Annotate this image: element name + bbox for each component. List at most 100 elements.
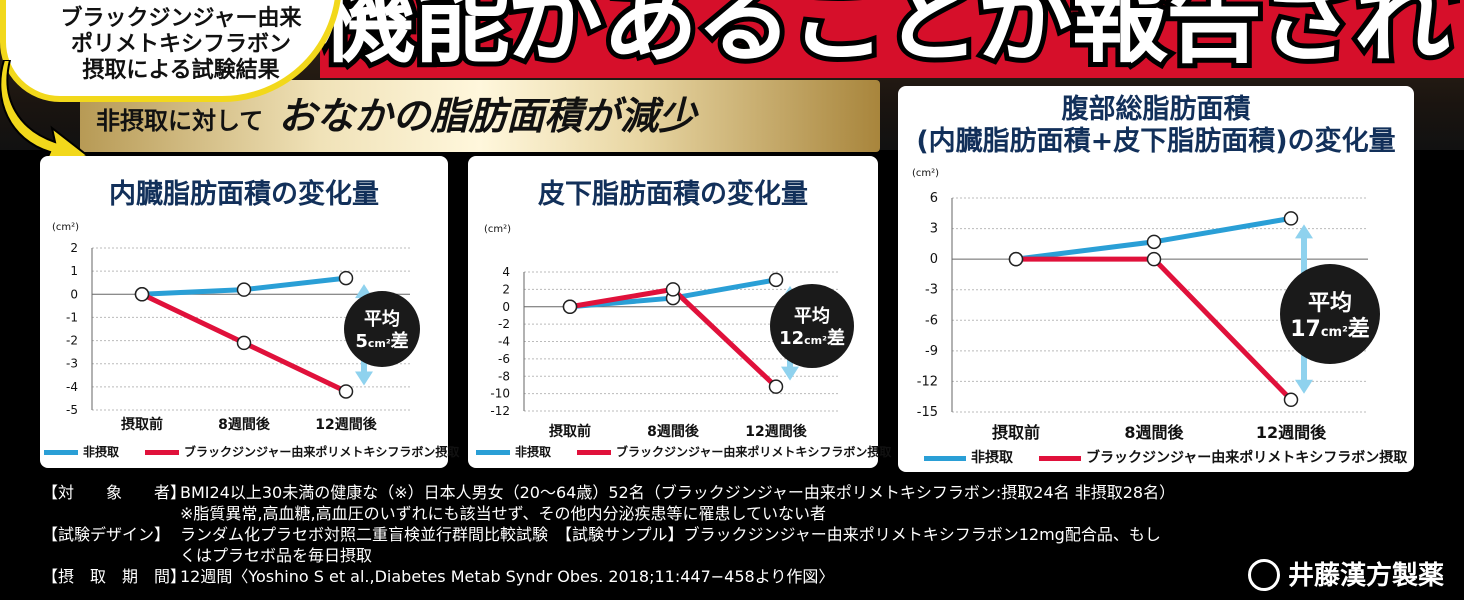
chart-title: 皮下脂肪面積の変化量 [538, 179, 808, 210]
x-tick-label: 摂取前 [549, 423, 591, 440]
difference-arrow-head-down [781, 366, 799, 381]
data-point [1146, 234, 1162, 250]
y-tick-label: -2 [66, 334, 78, 348]
difference-badge-value: 17cm²差 [1290, 316, 1370, 342]
footnote-label: 【試験デザイン】 [42, 525, 171, 544]
y-tick-label: -5 [66, 403, 78, 417]
y-tick-label: -15 [917, 405, 938, 420]
chart-panel-total: 腹部総脂肪面積 (内臓脂肪面積+皮下脂肪面積)の変化量 (cm²) 6 3 0 -3 -6… [898, 86, 1414, 472]
y-axis-unit: (cm²) [484, 224, 511, 235]
difference-badge-value: 12cm²差 [779, 327, 845, 349]
data-point [236, 335, 252, 351]
y-tick-label: 3 [930, 222, 938, 237]
subhead: 非摂取に対して おなかの脂肪面積が減少 [96, 88, 876, 144]
badge-line: ブラックジンジャー由来 [59, 5, 303, 33]
chart-title: 腹部総脂肪面積 (内臓脂肪面積+皮下脂肪面積)の変化量 [898, 94, 1414, 158]
data-point [236, 282, 252, 297]
x-tick-label: 12週間後 [745, 423, 807, 440]
x-tick-label: 摂取前 [992, 423, 1040, 442]
y-tick-label: 4 [502, 265, 510, 279]
x-tick-label: 摂取前 [121, 416, 163, 433]
study-footnotes: 【対 象 者】BMI24以上30未満の健康な（※）日本人男女（20〜64歳）52… [42, 482, 1442, 587]
legend-control-label: 非摂取 [515, 445, 552, 459]
y-tick-label: -2 [498, 317, 510, 331]
badge-text: ブラックジンジャー由来 ポリメトキシフラボン 摂取による試験結果 [36, 5, 326, 85]
legend-swatch-control [44, 450, 78, 455]
yellow-arrow-icon [0, 60, 90, 168]
footnote-text: BMI24以上30未満の健康な（※）日本人男女（20〜64歳）52名（ブラックジ… [180, 483, 1176, 502]
y-tick-label: -1 [66, 310, 78, 324]
headline-banner [320, 0, 1464, 78]
chart-legend: 非摂取 ブラックジンジャー由来ポリメトキシフラボン摂取 [44, 444, 459, 460]
data-point [338, 270, 354, 286]
footnote-label: 【対 象 者】 [42, 483, 187, 502]
headline: 機能があることが報告されています [320, 0, 1460, 76]
difference-arrow-head-down [1295, 379, 1313, 394]
chart-legend: 非摂取 ブラックジンジャー由来ポリメトキシフラボン摂取 [924, 450, 1407, 466]
data-point [665, 282, 681, 297]
data-point [768, 272, 784, 288]
legend-swatch-control [476, 450, 510, 455]
legend-control-label: 非摂取 [971, 450, 1013, 466]
y-tick-label: 2 [502, 282, 510, 296]
x-tick-label: 8週間後 [1124, 423, 1184, 442]
legend-treatment-label: ブラックジンジャー由来ポリメトキシフラボン摂取 [1086, 450, 1408, 466]
badge-line: 摂取による試験結果 [81, 57, 281, 85]
difference-badge-label: 平均 [364, 308, 400, 330]
chart-title-line1: 腹部総脂肪面積 [1061, 94, 1251, 125]
legend-swatch-treatment [577, 450, 612, 455]
difference-badge-value: 5cm²差 [355, 330, 408, 352]
y-tick-label: 6 [930, 191, 938, 206]
footnote-label: 【摂 取 期 間】 [42, 567, 187, 586]
difference-badge [770, 284, 854, 368]
legend-swatch-control [924, 455, 966, 461]
y-tick-label: -8 [498, 369, 510, 383]
subhead-main: おなかの脂肪面積が減少 [278, 94, 697, 138]
y-tick-label: -4 [498, 335, 510, 349]
chart-panel-subcutaneous: 皮下脂肪面積の変化量 (cm²) 4 2 0 -2 -4 -6 -8 -10 -12 摂取前 8週間後… [468, 156, 891, 468]
x-tick-label: 12週間後 [1256, 423, 1327, 442]
y-tick-label: -9 [925, 344, 938, 359]
data-point [562, 299, 578, 314]
chart-title-line2: (内臓脂肪面積+皮下脂肪面積)の変化量 [916, 126, 1396, 157]
company-name: 井藤漢方製薬 [1287, 561, 1444, 591]
x-tick-label: 12週間後 [315, 416, 377, 433]
y-tick-label: 0 [930, 252, 938, 267]
y-tick-label: -3 [925, 283, 938, 298]
y-tick-label: -10 [490, 387, 510, 401]
chart-subcutaneous: (cm²) 4 2 0 -2 -4 -6 -8 -10 -12 摂取前 8週間後 12週間後 平均12cm… [484, 224, 854, 440]
footnote-design-cont: くはプラセボ品を毎日摂取 [180, 546, 373, 565]
y-tick-label: 2 [70, 241, 78, 255]
data-point [1008, 251, 1024, 267]
data-point [1283, 392, 1299, 408]
x-tick-label: 8週間後 [218, 416, 271, 433]
difference-badge [1280, 264, 1380, 364]
y-tick-label: 0 [502, 300, 510, 314]
y-tick-label: -4 [66, 380, 78, 394]
company-logo: 井藤漢方製薬 [1247, 558, 1444, 592]
difference-arrow-head-down [355, 371, 373, 386]
y-tick-label: -12 [490, 404, 510, 418]
difference-badge-label: 平均 [1308, 290, 1352, 316]
badge-line: ポリメトキシフラボン [69, 31, 292, 59]
y-axis-unit: (cm²) [52, 222, 79, 233]
legend-control-label: 非摂取 [83, 445, 120, 459]
difference-badge [344, 291, 420, 367]
legend-swatch-treatment [1039, 455, 1081, 461]
y-tick-label: -6 [925, 313, 938, 328]
y-tick-label: 0 [70, 287, 78, 301]
y-tick-label: -12 [917, 374, 938, 389]
y-tick-label: -3 [66, 357, 78, 371]
difference-badge-label: 平均 [794, 305, 830, 327]
footnote-design: 【試験デザイン】 ランダム化プラセボ対照二重盲検並行群間比較試験 【試験サンプル】… [42, 524, 1442, 545]
difference-arrow-head-up [1295, 224, 1313, 239]
legend-treatment-label: ブラックジンジャー由来ポリメトキシフラボン摂取 [184, 445, 460, 459]
y-tick-label: -6 [498, 352, 510, 366]
footnote-text: ランダム化プラセボ対照二重盲検並行群間比較試験 【試験サンプル】ブラックジンジャ… [180, 525, 1161, 544]
series-line-treatment [1016, 256, 1293, 402]
data-point [768, 379, 784, 394]
footnote-period: 【摂 取 期 間】12週間〈Yoshino S et al.,Diabetes … [42, 566, 1442, 587]
legend-swatch-treatment [145, 450, 180, 455]
chart-legend: 非摂取 ブラックジンジャー由来ポリメトキシフラボン摂取 [476, 444, 891, 460]
